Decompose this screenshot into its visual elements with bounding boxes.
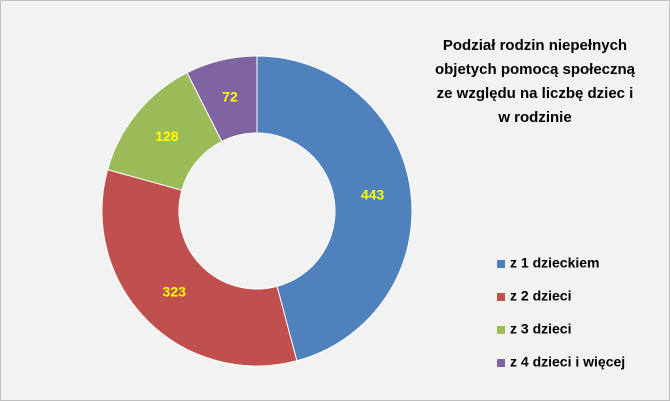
legend-swatch — [497, 326, 505, 334]
data-label: 72 — [222, 88, 238, 104]
title-line: Podział rodzin niepełnych — [443, 37, 627, 54]
donut-slice — [186, 55, 258, 143]
data-label: 323 — [163, 284, 187, 300]
donut-slice — [256, 55, 413, 362]
legend-label: z 2 dzieci — [510, 288, 571, 304]
legend-label: z 3 dzieci — [510, 321, 571, 337]
legend-label: z 1 dzieckiem — [510, 255, 600, 271]
legend-label: z 4 dzieci i więcej — [510, 354, 625, 370]
title-line: ze względu na liczbę dziec i — [437, 85, 634, 102]
donut-slice — [101, 169, 298, 367]
title-line: objetych pomocą społeczną — [435, 61, 636, 78]
legend-swatch — [497, 359, 505, 367]
chart-title: Podział rodzin niepełnych objetych pomocą… — [435, 37, 636, 126]
legend-swatch — [497, 293, 505, 301]
legend-swatch — [497, 260, 505, 268]
title-line: w rodzinie — [497, 109, 571, 126]
data-label: 128 — [155, 128, 179, 144]
data-label: 443 — [361, 187, 385, 203]
